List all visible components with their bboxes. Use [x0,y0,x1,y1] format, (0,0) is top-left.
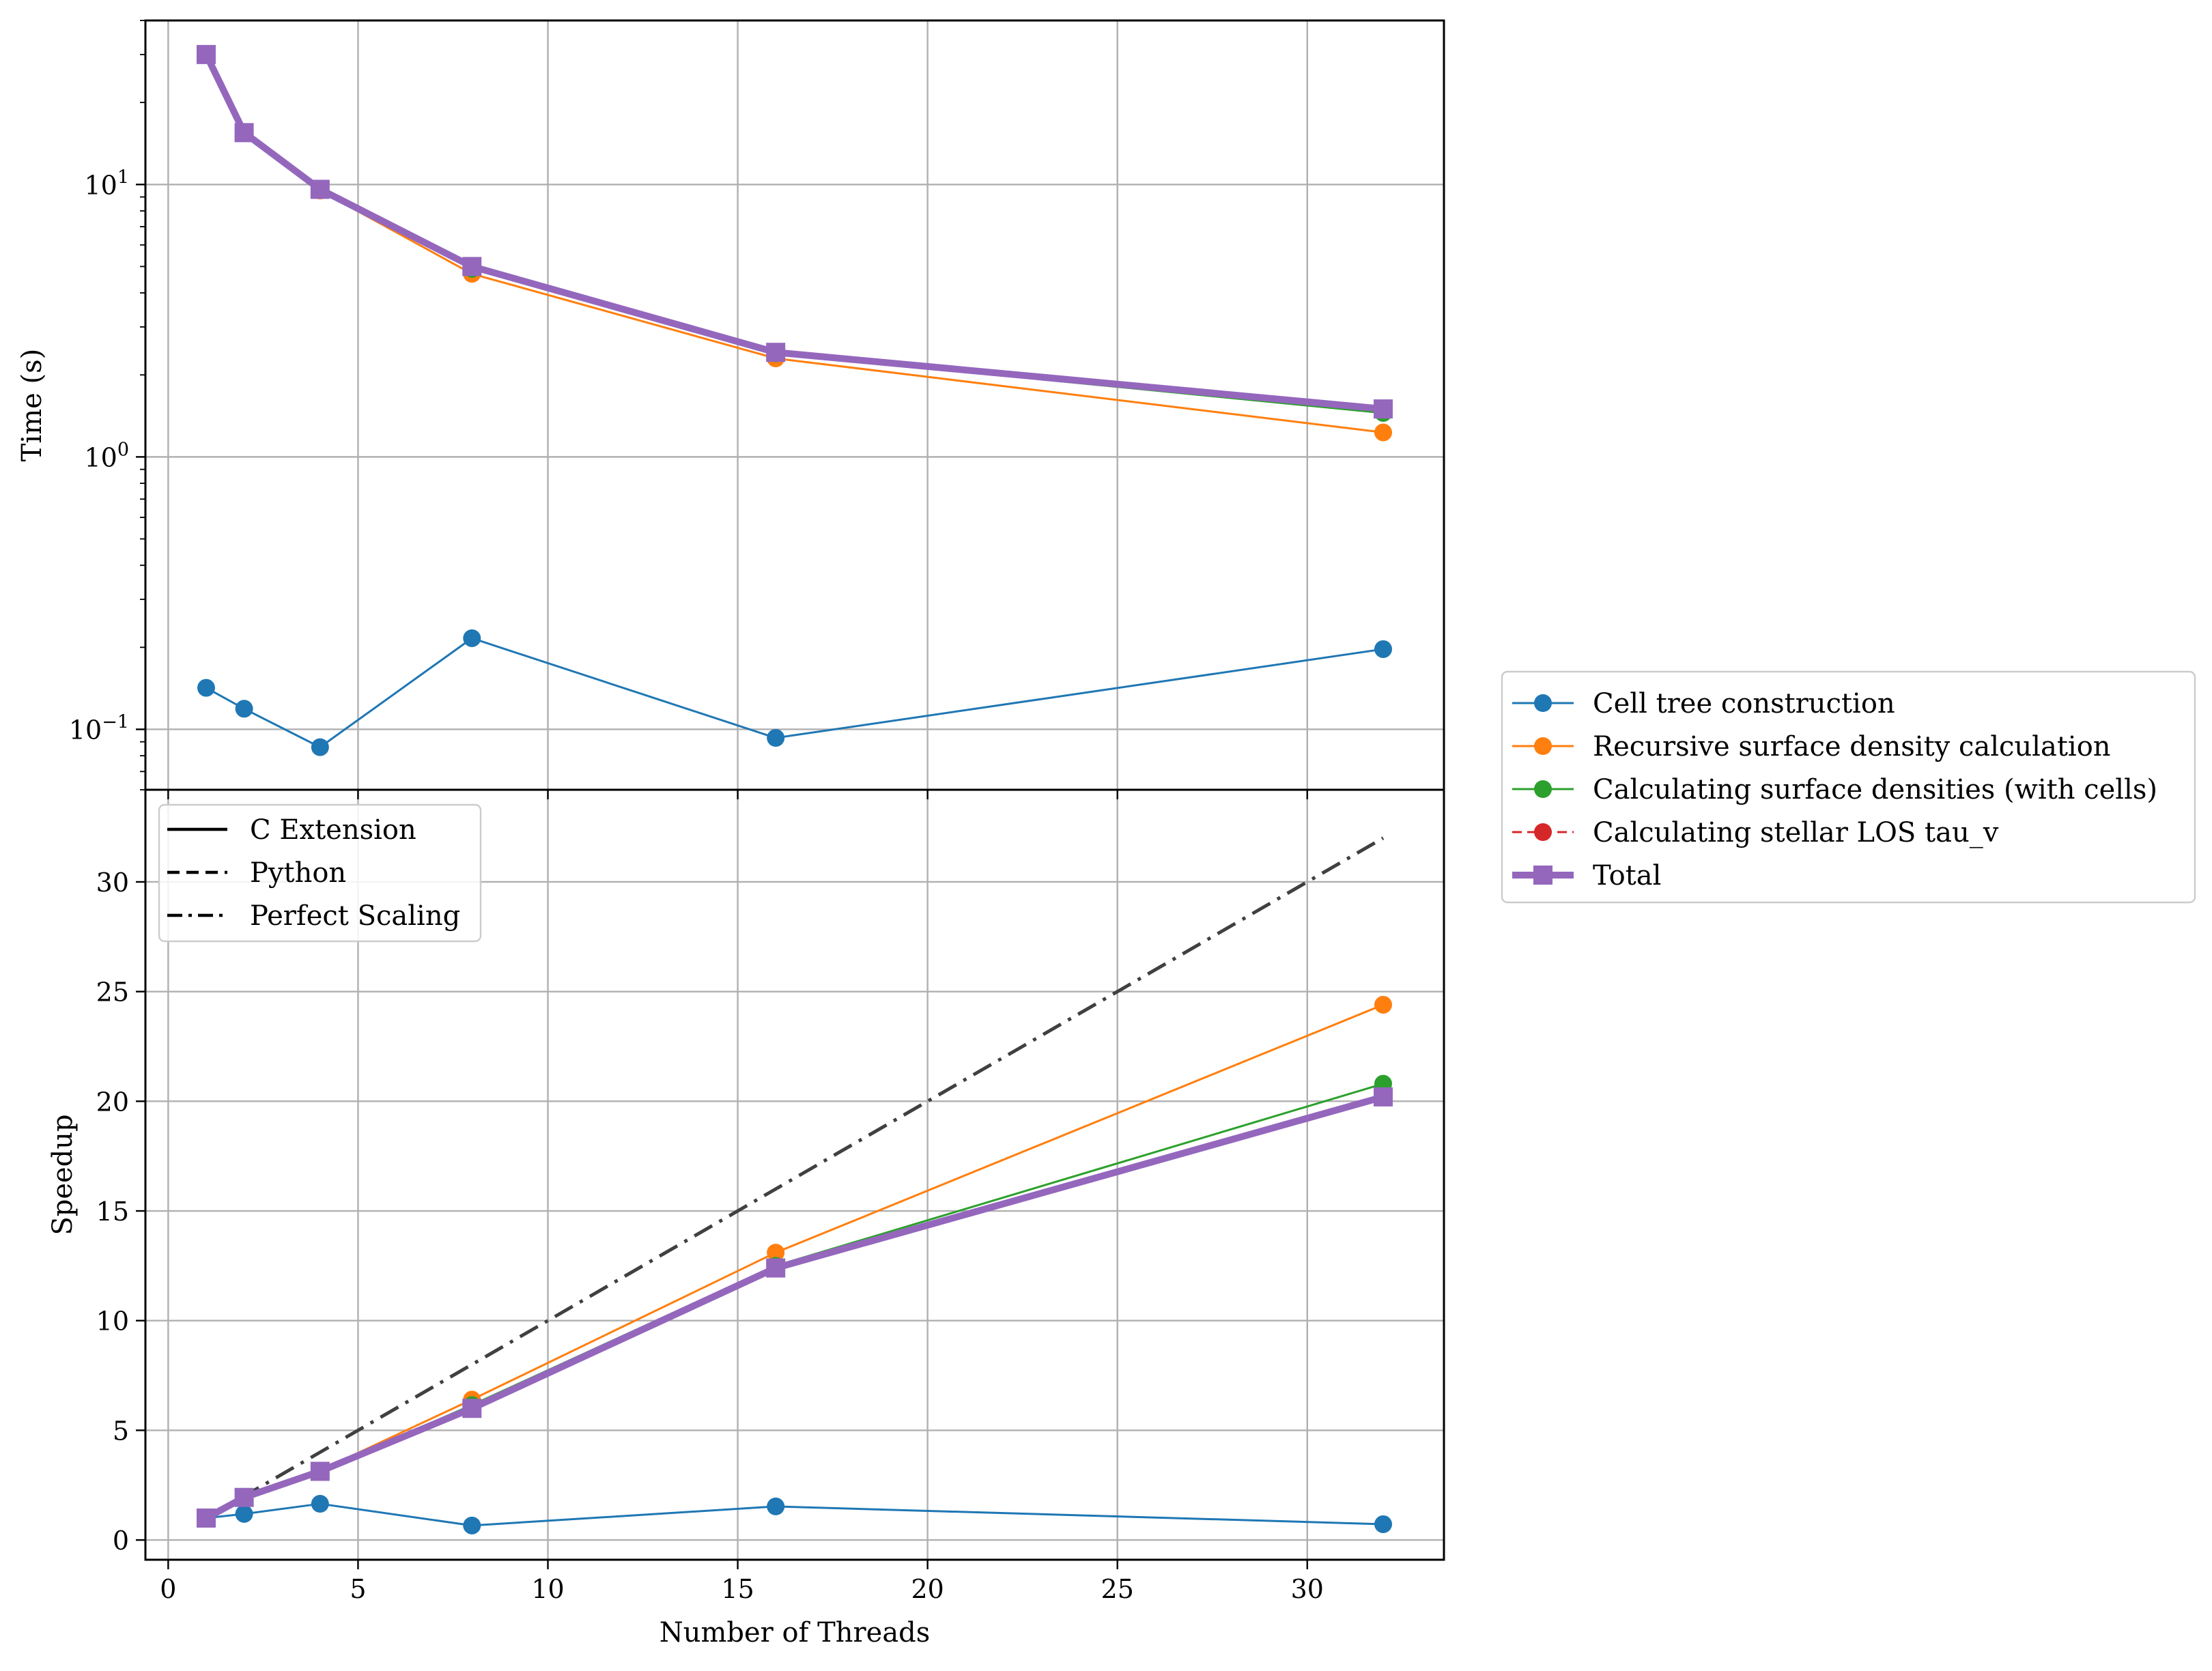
legend-marker-circle [1534,737,1552,755]
bottom-axes: 0 5 10 15 20 25 30 0 5 10 15 20 25 30 Speedup Number of… [47,868,1324,1648]
x-tick-label: 5 [350,1574,366,1604]
data-point [1374,423,1393,442]
y-tick-label: 100 [84,439,129,472]
data-point-square [766,1258,786,1278]
y-tick-label: 15 [96,1197,129,1227]
data-point [463,629,481,647]
data-point [1374,1515,1393,1533]
bottom-plot-area [196,836,1393,1534]
data-point-square [462,1399,482,1418]
data-point-square [1374,1087,1393,1106]
data-point-square [766,343,786,362]
data-point [1374,995,1393,1014]
x-tick-label: 15 [721,1574,754,1604]
data-point-square [196,1508,216,1528]
data-point [767,729,785,747]
data-point-square [1374,399,1393,419]
data-point [1374,640,1393,658]
top-series-total [196,44,1393,419]
x-tick-label: 10 [531,1574,564,1604]
data-point [235,1504,253,1523]
data-point [235,700,253,718]
legend-marker-circle [1534,780,1552,798]
bottom-y-axis-label: Speedup [47,1114,79,1235]
y-tick-label: 30 [96,868,129,898]
y-tick-label: 20 [96,1087,129,1117]
y-tick-label: 10−1 [69,711,129,745]
y-tick-label: 101 [84,167,129,200]
top-y-axis-label: Time (s) [16,349,48,462]
data-point-square [462,257,482,276]
series-legend-label: Calculating surface densities (with cell… [1593,774,2157,805]
y-tick-label: 5 [113,1416,129,1446]
data-point [311,738,329,756]
data-point-square [310,180,330,199]
series-legend-label: Cell tree construction [1593,688,1895,719]
x-tick-label: 0 [160,1574,176,1604]
data-point [311,1495,329,1513]
series-line-cell-tree-construction [205,637,1384,749]
perfect-scaling-line [205,836,1385,1520]
data-point-square [234,1487,254,1507]
x-tick-label: 20 [911,1574,944,1604]
legend-marker-square [1533,866,1552,885]
data-point-square [310,1461,330,1481]
series-line-total [203,53,1384,413]
style-legend-label: Perfect Scaling [250,900,460,932]
data-point [197,679,215,697]
bottom-series-total [196,1087,1393,1528]
series-legend-label: Total [1593,860,1661,891]
x-tick-label: 25 [1101,1574,1134,1604]
top-axes-frame [144,19,1445,791]
series-legend: Cell tree construction Recursive surface … [1501,670,2196,904]
bottom-series-cell-tree-construction [197,1495,1393,1534]
legend-marker-circle [1534,694,1552,712]
top-series-calculating-surface-densities-with-cells [197,45,1393,422]
series-legend-box [1501,670,2196,904]
x-axis-label: Number of Threads [660,1617,931,1648]
y-tick-label: 10 [96,1306,129,1337]
top-y-axis: 10−1 100 101 Time (s) [16,20,1308,799]
top-series-cell-tree-construction [197,629,1393,756]
series-line-total [204,1094,1385,1522]
series-legend-label: Calculating stellar LOS tau_v [1593,817,1999,848]
series-line-cell-tree-construction [205,1502,1384,1527]
data-point [463,1516,481,1534]
style-legend-label: C Extension [250,814,416,846]
top-plot-area [196,44,1393,756]
style-legend: C Extension Python Perfect Scaling [158,803,482,943]
series-line-calculating-surface-densities-with-cells [205,54,1384,414]
data-point [767,1244,785,1262]
data-point-square [234,123,254,143]
y-tick-label: 25 [96,977,129,1008]
bottom-axes-frame [144,788,1445,1561]
top-series-recursive-surface-density-calculation [197,45,1393,442]
y-tick-label: 0 [113,1526,129,1556]
x-tick-label: 30 [1291,1574,1324,1604]
style-legend-label: Python [250,857,346,889]
data-point [767,1497,785,1515]
series-legend-label: Recursive surface density calculation [1593,731,2111,762]
legend-marker-circle [1534,823,1552,841]
style-legend-box [158,803,482,943]
data-point-square [196,44,216,64]
series-line-recursive-surface-density-calculation [205,54,1384,433]
